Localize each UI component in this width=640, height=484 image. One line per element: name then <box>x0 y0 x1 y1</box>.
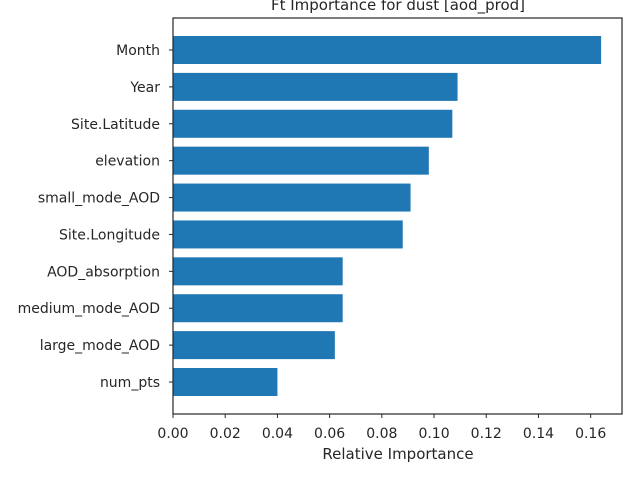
bar-medium-mode-aod <box>173 294 343 323</box>
x-tick-label: 0.00 <box>157 426 188 442</box>
y-tick-label: Year <box>129 80 160 96</box>
bar-month <box>173 36 602 64</box>
x-tick-label: 0.08 <box>366 426 397 442</box>
x-tick-label: 0.16 <box>575 426 606 442</box>
x-axis-label: Relative Importance <box>322 445 473 463</box>
y-tick-labels: Month Year Site.Latitude elevation small_mod… <box>18 43 173 391</box>
axes-frame <box>172 17 623 415</box>
bar-site-longitude <box>173 220 403 249</box>
x-tick-label: 0.06 <box>314 426 345 442</box>
bar-elevation <box>173 146 429 175</box>
y-tick-label: Site.Longitude <box>59 227 160 243</box>
x-tick-label: 0.14 <box>523 426 554 442</box>
bar-small-mode-aod <box>173 183 411 212</box>
x-tick-label: 0.12 <box>471 426 502 442</box>
bar-year <box>173 72 458 101</box>
x-tick-labels: 0.00 0.02 0.04 0.06 0.08 0.10 0.12 0.14 0.16 <box>157 414 606 442</box>
y-tick-label: num_pts <box>100 375 160 391</box>
y-tick-label: small_mode_AOD <box>38 191 160 207</box>
x-tick-label: 0.04 <box>262 426 293 442</box>
bar-large-mode-aod <box>173 331 335 360</box>
y-tick-label: Month <box>116 43 160 59</box>
chart-title: Ft Importance for dust [aod_prod] <box>271 0 525 15</box>
bars-layer <box>173 36 602 396</box>
y-tick-label: Site.Latitude <box>71 117 160 133</box>
bar-aod-absorption <box>173 257 343 286</box>
x-tick-label: 0.10 <box>418 426 449 442</box>
x-tick-label: 0.02 <box>210 426 241 442</box>
y-tick-label: elevation <box>95 154 160 170</box>
y-tick-label: large_mode_AOD <box>40 338 160 354</box>
bar-num-pts <box>173 368 278 396</box>
y-tick-label: medium_mode_AOD <box>18 301 160 317</box>
y-tick-label: AOD_absorption <box>47 264 160 280</box>
bar-site-latitude <box>173 109 453 138</box>
